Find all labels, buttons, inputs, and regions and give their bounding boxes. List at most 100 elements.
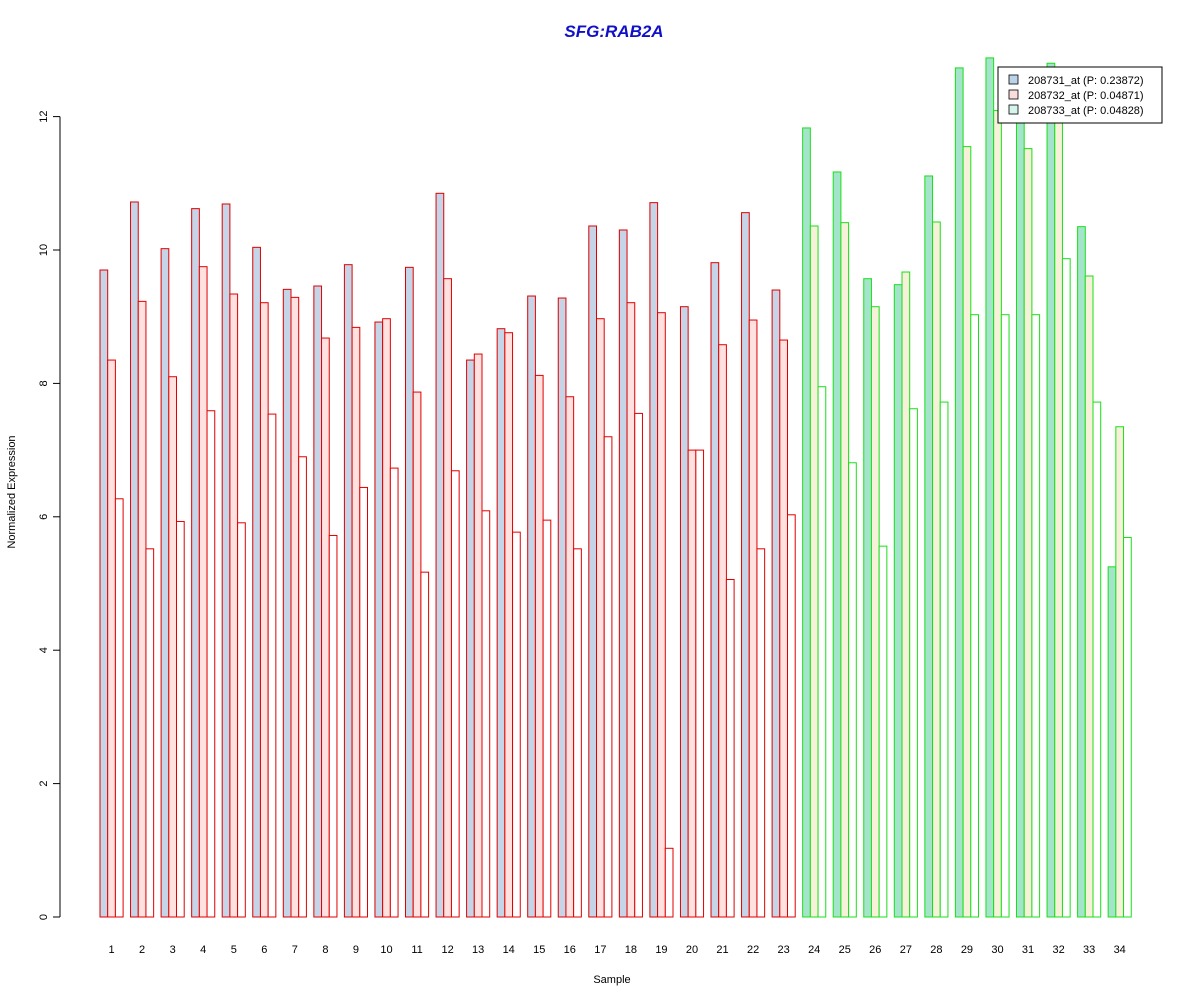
bar-sample-14-series-1 bbox=[496, 328, 506, 918]
x-tick-label: 19 bbox=[655, 944, 667, 956]
bar-sample-22-series-3 bbox=[756, 548, 766, 918]
bar-sample-20-series-1 bbox=[679, 306, 689, 918]
x-tick-label: 4 bbox=[200, 944, 206, 956]
bar-sample-25-series-3 bbox=[848, 462, 857, 918]
bar-sample-30-series-2 bbox=[993, 110, 1002, 918]
x-tick-label: 10 bbox=[380, 944, 392, 956]
bar-sample-10-series-3 bbox=[389, 467, 399, 918]
bar-sample-29-series-2 bbox=[962, 146, 972, 918]
bar-sample-22-series-2 bbox=[748, 319, 758, 918]
y-tick-label: 6 bbox=[38, 514, 50, 520]
x-tick-label: 6 bbox=[261, 944, 267, 956]
bar-sample-14-series-3 bbox=[512, 531, 521, 918]
bar-sample-6-series-3 bbox=[267, 413, 277, 918]
bar-sample-24-series-1 bbox=[802, 127, 811, 918]
x-tick-label: 5 bbox=[231, 944, 237, 956]
bar-sample-31-series-2 bbox=[1023, 148, 1033, 918]
x-tick-label: 23 bbox=[778, 944, 790, 956]
legend-swatch bbox=[1008, 74, 1019, 85]
x-tick-label: 27 bbox=[900, 944, 912, 956]
bar-sample-12-series-2 bbox=[443, 278, 452, 918]
bar-sample-19-series-2 bbox=[657, 312, 666, 918]
legend: 208731_at (P: 0.23872) 208732_at (P: 0.04… bbox=[997, 66, 1163, 124]
x-tick-label: 34 bbox=[1114, 944, 1126, 956]
bar-sample-29-series-1 bbox=[954, 67, 964, 918]
bar-sample-11-series-2 bbox=[412, 391, 422, 918]
bar-sample-14-series-2 bbox=[504, 332, 514, 918]
x-tick-label: 32 bbox=[1052, 944, 1064, 956]
x-tick-label: 29 bbox=[961, 944, 973, 956]
bar-sample-19-series-1 bbox=[649, 202, 659, 918]
bar-sample-31-series-3 bbox=[1031, 314, 1041, 918]
bar-sample-26-series-2 bbox=[870, 306, 880, 918]
bar-sample-8-series-2 bbox=[321, 337, 330, 918]
bar-sample-9-series-1 bbox=[343, 264, 353, 918]
y-tick-label: 8 bbox=[38, 380, 50, 386]
bar-sample-33-series-3 bbox=[1092, 401, 1102, 918]
bar-sample-5-series-3 bbox=[237, 522, 246, 918]
bar-sample-17-series-3 bbox=[603, 436, 613, 918]
x-tick-label: 15 bbox=[533, 944, 545, 956]
bar-sample-16-series-1 bbox=[557, 297, 567, 918]
bar-sample-21-series-2 bbox=[718, 344, 727, 918]
x-tick-label: 13 bbox=[472, 944, 484, 956]
bar-sample-28-series-3 bbox=[939, 401, 949, 918]
x-tick-label: 2 bbox=[139, 944, 145, 956]
bar-sample-15-series-1 bbox=[527, 295, 536, 918]
legend-swatch bbox=[1008, 104, 1019, 115]
x-tick-label: 11 bbox=[411, 944, 422, 956]
bar-sample-18-series-1 bbox=[618, 229, 628, 918]
x-tick-label: 3 bbox=[170, 944, 176, 956]
bar-sample-31-series-1 bbox=[1016, 110, 1025, 918]
bar-sample-1-series-3 bbox=[114, 498, 124, 918]
bar-sample-34-series-3 bbox=[1123, 536, 1132, 918]
bar-sample-3-series-2 bbox=[168, 376, 178, 918]
bar-sample-8-series-1 bbox=[313, 285, 323, 918]
bar-sample-13-series-1 bbox=[466, 359, 475, 918]
bar-sample-23-series-1 bbox=[771, 289, 781, 918]
bar-sample-3-series-3 bbox=[176, 520, 185, 918]
bar-sample-17-series-2 bbox=[596, 318, 605, 918]
bar-sample-20-series-3 bbox=[695, 449, 705, 918]
legend-box bbox=[997, 66, 1163, 124]
x-tick-label: 24 bbox=[808, 944, 820, 956]
bar-sample-1-series-2 bbox=[107, 359, 116, 918]
y-tick-label: 10 bbox=[38, 244, 50, 256]
bar-sample-15-series-2 bbox=[534, 374, 544, 918]
x-tick-label: 18 bbox=[625, 944, 637, 956]
bar-sample-10-series-1 bbox=[374, 321, 384, 918]
x-tick-label: 14 bbox=[503, 944, 515, 956]
x-tick-label: 33 bbox=[1083, 944, 1095, 956]
bar-sample-6-series-1 bbox=[252, 246, 261, 918]
bar-sample-18-series-3 bbox=[634, 412, 643, 918]
bar-sample-27-series-3 bbox=[909, 408, 918, 918]
x-tick-label: 17 bbox=[594, 944, 606, 956]
y-axis: 0 2 4 6 8 10 12 bbox=[38, 110, 61, 920]
bar-sample-2-series-2 bbox=[137, 300, 147, 918]
x-tick-label: 25 bbox=[839, 944, 851, 956]
bar-sample-2-series-3 bbox=[145, 548, 155, 918]
bar-sample-9-series-3 bbox=[359, 486, 368, 918]
legend-entry: 208732_at (P: 0.04871) bbox=[1028, 90, 1144, 102]
x-tick-label: 1 bbox=[108, 944, 114, 956]
x-tick-label: 16 bbox=[564, 944, 576, 956]
bar-sample-7-series-1 bbox=[282, 288, 292, 918]
bar-sample-13-series-2 bbox=[473, 353, 483, 918]
bar-sample-27-series-1 bbox=[893, 284, 903, 918]
y-tick-label: 0 bbox=[38, 914, 50, 920]
bar-sample-25-series-1 bbox=[832, 171, 842, 918]
bar-sample-8-series-3 bbox=[328, 534, 338, 918]
y-axis-label: Normalized Expression bbox=[6, 435, 18, 548]
legend-swatch bbox=[1008, 89, 1019, 100]
bar-sample-29-series-3 bbox=[970, 314, 979, 918]
bar-sample-18-series-2 bbox=[626, 302, 636, 918]
bar-sample-12-series-1 bbox=[435, 192, 445, 918]
x-tick-label: 22 bbox=[747, 944, 759, 956]
bar-sample-10-series-2 bbox=[382, 318, 391, 918]
bar-sample-21-series-1 bbox=[710, 262, 720, 918]
bar-sample-4-series-2 bbox=[198, 266, 208, 918]
bar-sample-33-series-2 bbox=[1084, 275, 1094, 918]
bar-sample-34-series-2 bbox=[1115, 426, 1125, 918]
bar-sample-27-series-2 bbox=[901, 271, 911, 918]
